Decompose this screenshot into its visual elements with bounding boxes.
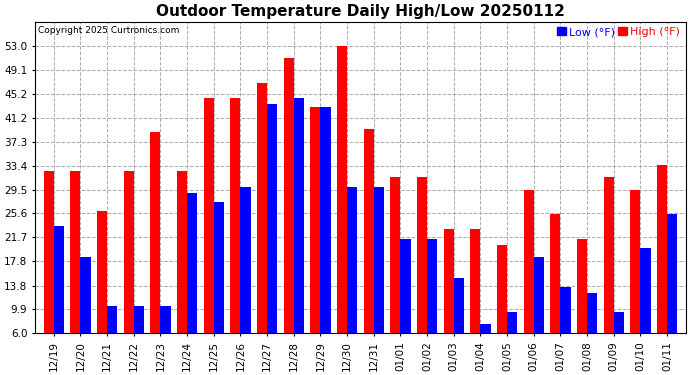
Bar	[534, 257, 544, 370]
Bar	[507, 312, 518, 370]
Bar	[43, 171, 54, 370]
Bar	[177, 171, 187, 370]
Bar	[294, 98, 304, 370]
Bar	[667, 214, 678, 370]
Bar	[631, 190, 640, 370]
Bar	[391, 177, 400, 370]
Bar	[124, 171, 134, 370]
Bar	[614, 312, 624, 370]
Bar	[240, 187, 250, 370]
Bar	[374, 187, 384, 370]
Bar	[657, 165, 667, 370]
Bar	[427, 238, 437, 370]
Bar	[347, 187, 357, 370]
Bar	[454, 278, 464, 370]
Bar	[577, 238, 587, 370]
Bar	[230, 98, 240, 370]
Bar	[97, 211, 107, 370]
Bar	[310, 107, 320, 370]
Bar	[320, 107, 331, 370]
Bar	[417, 177, 427, 370]
Bar	[337, 46, 347, 370]
Bar	[54, 226, 64, 370]
Legend: Low (°F), High (°F): Low (°F), High (°F)	[552, 23, 684, 42]
Bar	[604, 177, 614, 370]
Bar	[471, 230, 480, 370]
Bar	[267, 104, 277, 370]
Bar	[134, 306, 144, 370]
Bar	[524, 190, 534, 370]
Bar	[204, 98, 214, 370]
Title: Outdoor Temperature Daily High/Low 20250112: Outdoor Temperature Daily High/Low 20250…	[156, 4, 565, 19]
Bar	[214, 202, 224, 370]
Bar	[497, 244, 507, 370]
Bar	[364, 129, 374, 370]
Bar	[444, 230, 454, 370]
Bar	[187, 193, 197, 370]
Bar	[640, 248, 651, 370]
Bar	[160, 306, 170, 370]
Bar	[400, 238, 411, 370]
Bar	[551, 214, 560, 370]
Bar	[81, 257, 90, 370]
Bar	[257, 83, 267, 370]
Bar	[587, 294, 598, 370]
Text: Copyright 2025 Curtronics.com: Copyright 2025 Curtronics.com	[39, 26, 179, 35]
Bar	[480, 324, 491, 370]
Bar	[284, 58, 294, 370]
Bar	[70, 171, 81, 370]
Bar	[560, 287, 571, 370]
Bar	[107, 306, 117, 370]
Bar	[150, 132, 160, 370]
